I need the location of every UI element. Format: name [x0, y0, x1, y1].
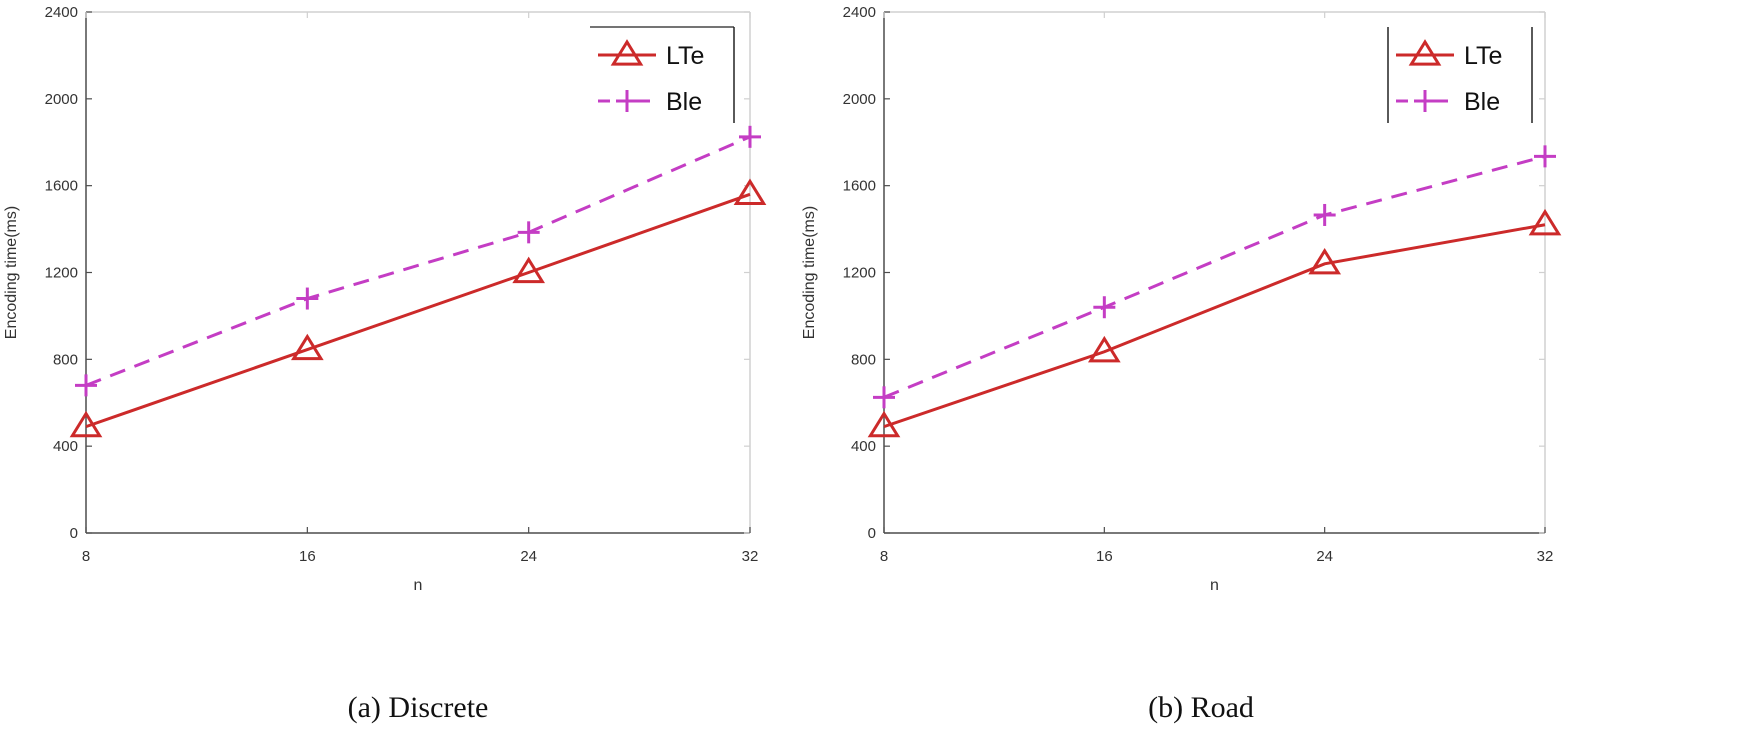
chart-caption: (a) Discrete [348, 691, 489, 724]
legend-box [1388, 27, 1532, 123]
data-point-ble [296, 287, 319, 310]
legend: LTe Ble [590, 26, 735, 123]
legend-marker-lte [1408, 39, 1442, 66]
chart-caption: (b) Road [1148, 691, 1254, 724]
y-axis-label: Encoding time(ms) [3, 206, 20, 339]
legend-label-ble: Ble [1464, 88, 1500, 116]
data-point-lte [69, 410, 103, 438]
series-lte [867, 208, 1562, 438]
x-tick-label: 24 [1316, 548, 1333, 565]
legend: LTe Ble [1387, 27, 1533, 123]
y-tick-label: 1600 [843, 178, 876, 195]
x-tick-label: 8 [880, 548, 888, 565]
data-point-ble [1313, 203, 1336, 226]
data-point-lte [1087, 335, 1121, 363]
data-point-lte [512, 256, 546, 284]
series-line-ble [883, 154, 1546, 399]
legend-marker-ble [616, 90, 638, 112]
data-point-ble [873, 386, 895, 409]
x-tick-label: 32 [1537, 548, 1554, 565]
y-tick-label: 400 [851, 438, 876, 455]
y-tick-label: 400 [53, 438, 78, 455]
series-line-lte [883, 223, 1546, 429]
x-tick-label: 24 [520, 548, 537, 565]
legend-label-ble: Ble [666, 88, 702, 116]
x-tick-label: 32 [742, 548, 759, 565]
data-point-lte [1528, 208, 1562, 236]
data-point-lte [867, 410, 901, 438]
data-point-ble [517, 221, 540, 244]
y-tick-label: 800 [851, 351, 876, 368]
data-point-ble [1093, 296, 1116, 319]
y-axis-label: Encoding time(ms) [801, 206, 818, 339]
y-tick-label: 2000 [45, 91, 78, 108]
data-point-lte [290, 333, 324, 361]
legend-box [590, 27, 734, 123]
y-tick-label: 0 [868, 525, 876, 542]
series-line-lte [85, 192, 751, 429]
y-tick-label: 800 [53, 351, 78, 368]
data-point-ble [75, 374, 97, 397]
x-tick-label: 16 [1096, 548, 1113, 565]
chart-panel-2: 0 400 800 1200 1600 2000 2400 8 16 24 32 n Encoding … [801, 4, 1562, 594]
y-tick-label: 2000 [843, 91, 876, 108]
y-tick-label: 1200 [45, 265, 78, 282]
y-tick-label: 2400 [843, 4, 876, 21]
series-lte [69, 178, 767, 438]
x-tick-label: 8 [82, 548, 90, 565]
data-point-ble [739, 125, 761, 148]
legend-marker-lte [610, 39, 644, 66]
series-ble [75, 125, 761, 397]
legend-label-lte: LTe [1464, 42, 1502, 70]
x-axis-label: n [414, 577, 423, 594]
x-tick-label: 16 [299, 548, 316, 565]
y-tick-label: 0 [70, 525, 78, 542]
y-tick-label: 2400 [45, 4, 78, 21]
data-point-ble [1534, 145, 1556, 168]
series-line-ble [85, 135, 751, 387]
y-tick-label: 1600 [45, 178, 78, 195]
y-tick-label: 1200 [843, 265, 876, 282]
data-point-lte [733, 178, 767, 205]
legend-label-lte: LTe [666, 42, 704, 70]
legend-marker-ble [1414, 90, 1436, 112]
series-ble [873, 145, 1556, 409]
chart-panel-1: 0 400 800 1200 1600 2000 2400 8 16 24 32 n Encoding … [3, 4, 767, 594]
data-point-lte [1308, 247, 1342, 275]
x-axis-label: n [1210, 577, 1219, 594]
